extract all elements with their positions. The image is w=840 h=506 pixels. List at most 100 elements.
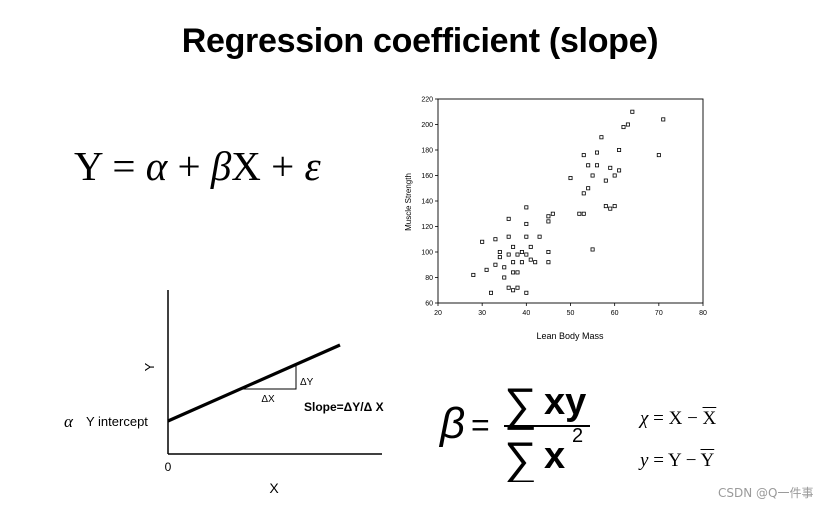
scatter-point (537, 234, 542, 239)
scatter-point (524, 234, 529, 239)
scatter-point (608, 165, 613, 170)
scatter-point (603, 178, 608, 183)
scatter-point (528, 244, 533, 249)
scatter-x-tick-label: 80 (699, 310, 707, 317)
scatter-point (502, 275, 507, 280)
scatter-point (506, 252, 511, 257)
scatter-point (546, 249, 551, 254)
scatter-y-tick-label: 60 (425, 301, 433, 308)
scatter-point (612, 204, 617, 209)
scatter-point (599, 135, 604, 140)
regression-line (167, 343, 341, 423)
page-title: Regression coefficient (slope) (181, 22, 659, 60)
scatter-point (524, 290, 529, 295)
x-deviation-x: X (668, 408, 683, 429)
scatter-point (581, 191, 586, 196)
scatter-point (586, 186, 591, 191)
scatter-point (493, 237, 498, 242)
scatter-point (581, 211, 586, 216)
beta-symbol: β (438, 399, 465, 448)
scatter-point (502, 265, 507, 270)
scatter-point (546, 214, 551, 219)
scatter-point (568, 176, 573, 181)
scatter-point (546, 219, 551, 224)
scatter-x-tick-label: 40 (522, 310, 530, 317)
scatter-point (515, 270, 520, 275)
beta-equals: = (471, 407, 490, 443)
y-deviation-formula: y = Y − Y (640, 450, 714, 472)
scatter-point (511, 270, 516, 275)
y-deviation-minus: − (680, 450, 701, 471)
scatter-point (524, 221, 529, 226)
scatter-point (506, 234, 511, 239)
scatter-x-tick-label: 30 (478, 310, 486, 317)
scatter-point (515, 285, 520, 290)
x-deviation-var: χ (640, 408, 649, 429)
numerator-sum: ∑ (504, 378, 537, 430)
delta-y-label: ΔY (300, 377, 314, 388)
scatter-point (519, 260, 524, 265)
x-mean: X (702, 408, 717, 429)
delta-x-label: ΔX (261, 394, 275, 405)
scatter-point (590, 173, 595, 178)
scatter-x-tick-label: 70 (655, 310, 663, 317)
scatter-point (594, 150, 599, 155)
scatter-point (519, 249, 524, 254)
numerator-term: xy (544, 381, 586, 423)
scatter-point (506, 216, 511, 221)
regression-model-equation: Y = α + βX + ε (74, 142, 321, 190)
scatter-point (581, 153, 586, 158)
scatter-point (625, 122, 630, 127)
model-plus-2: + (271, 143, 295, 189)
regression-line-diagram: Y X 0 α Y intercept ΔY ΔX Slope=ΔY/Δ X (64, 290, 384, 496)
scatter-point (533, 260, 538, 265)
x-deviation-formula: χ = X − X (640, 408, 716, 430)
model-plus-1: + (177, 143, 201, 189)
model-beta: β (210, 143, 232, 189)
scatter-y-tick-label: 80 (425, 275, 433, 282)
scatter-point (546, 260, 551, 265)
scatter-point (515, 252, 520, 257)
scatter-x-tick-label: 60 (611, 310, 619, 317)
model-x: X (231, 143, 261, 189)
scatter-point (511, 288, 516, 293)
beta-formula: β = ∑ xy ∑ x 2 (438, 378, 590, 482)
scatter-point (608, 206, 613, 211)
scatter-point (617, 168, 622, 173)
scatter-point (577, 211, 582, 216)
model-y: Y (74, 143, 103, 189)
scatter-point (586, 163, 591, 168)
diagram-origin-label: 0 (165, 460, 172, 474)
scatter-point (528, 257, 533, 262)
y-mean: Y (700, 450, 715, 471)
model-epsilon: ε (304, 143, 321, 189)
scatter-point (594, 163, 599, 168)
y-deviation-eq: = (648, 450, 668, 471)
scatter-point (497, 255, 502, 260)
scatter-y-tick-label: 160 (421, 173, 433, 180)
scatter-point (506, 285, 511, 290)
scatter-point (471, 272, 476, 277)
scatter-point (621, 125, 626, 130)
scatter-y-tick-label: 120 (421, 224, 433, 231)
scatter-point (617, 148, 622, 153)
y-deviation-y: Y (667, 450, 681, 471)
y-intercept-label: Y intercept (86, 414, 148, 429)
scatter-x-axis-label: Lean Body Mass (536, 331, 604, 341)
scatter-point (480, 239, 485, 244)
denominator-term: x (544, 435, 565, 477)
scatter-y-tick-label: 180 (421, 148, 433, 155)
scatter-point (603, 204, 608, 209)
scatter-y-axis-label: Muscle Strength (404, 173, 413, 231)
scatter-point (484, 267, 489, 272)
scatter-point (493, 262, 498, 267)
scatter-point (612, 173, 617, 178)
slope-label: Slope=ΔY/Δ X (304, 400, 384, 414)
scatter-y-tick-label: 220 (421, 97, 433, 104)
model-alpha: α (145, 143, 168, 189)
scatter-point (656, 153, 661, 158)
watermark: CSDN @Q一件事 (718, 486, 814, 500)
scatter-y-tick-label: 200 (421, 122, 433, 129)
scatter-point (511, 244, 516, 249)
alpha-label: α (64, 412, 74, 431)
